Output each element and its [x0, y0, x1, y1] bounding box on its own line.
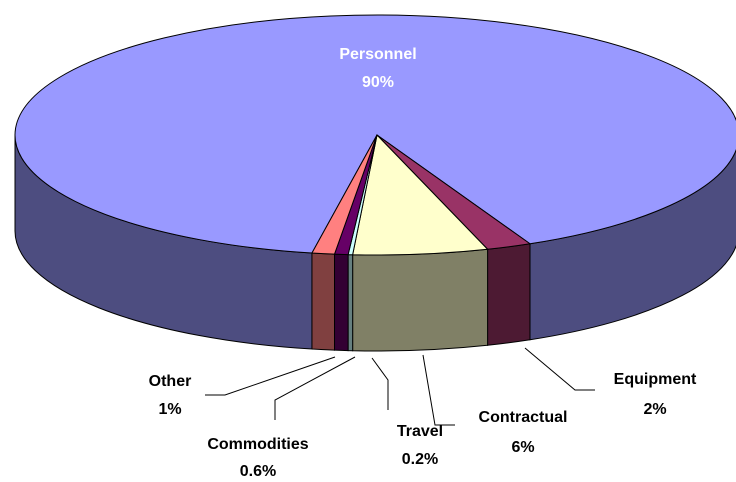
pie-side	[487, 243, 531, 346]
pie-side	[347, 254, 354, 352]
slice-value: 0.2%	[402, 451, 438, 468]
pie-side	[311, 252, 335, 351]
slice-value: 0.6%	[240, 463, 276, 480]
pie-slice	[14, 14, 736, 254]
slice-name: Travel	[397, 423, 443, 440]
leader-line	[205, 356, 336, 396]
slice-name: Commodities	[207, 436, 308, 453]
leader-line	[524, 347, 595, 391]
leader-line	[371, 357, 389, 410]
slice-name: Personnel	[339, 46, 416, 63]
slice-value: 90%	[362, 74, 394, 91]
slice-value: 2%	[643, 401, 666, 418]
leader-line	[274, 356, 356, 420]
slice-name: Contractual	[479, 409, 568, 426]
slice-value: 1%	[158, 401, 181, 418]
pie-side	[333, 253, 349, 352]
leader-line	[422, 354, 455, 426]
slice-name: Other	[149, 373, 192, 390]
pie-side	[352, 248, 489, 352]
pie-slice	[311, 134, 378, 255]
slice-name: Equipment	[614, 371, 697, 388]
slice-value: 6%	[511, 439, 534, 456]
pie-slice	[352, 133, 489, 256]
